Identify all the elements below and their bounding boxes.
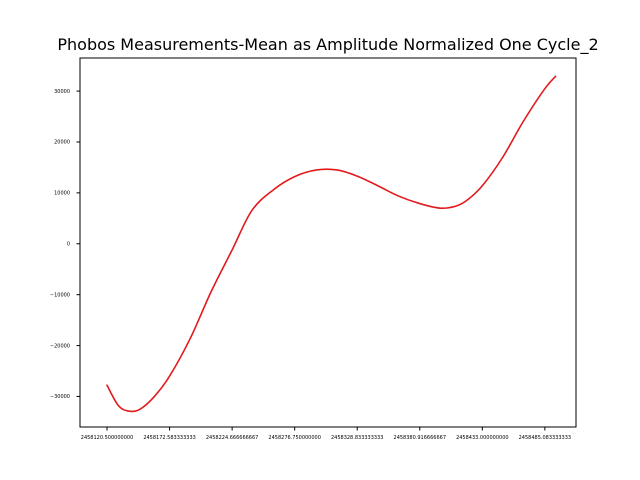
x-tick-label: 2458328.833333333 (331, 435, 384, 441)
x-tick-label: 2458120.500000000 (81, 435, 134, 441)
x-tick-label: 2458485.083333333 (519, 435, 572, 441)
y-tick-label: 0 (67, 241, 70, 247)
x-tick-label: 2458380.916666667 (394, 435, 447, 441)
x-tick-label: 2458172.583333333 (143, 435, 196, 441)
y-tick-label: 20000 (54, 140, 70, 146)
y-tick-label: −20000 (50, 343, 70, 349)
x-axis: 2458120.500000000 2458172.583333333 245822… (81, 427, 571, 441)
x-tick-label: 2458276.750000000 (268, 435, 321, 441)
series-line (106, 75, 557, 413)
y-tick-label: 10000 (54, 191, 70, 197)
plot-area (79, 57, 577, 428)
y-tick-label: −30000 (50, 394, 70, 400)
x-tick-label: 2458224.666666667 (206, 435, 259, 441)
chart-title: Phobos Measurements-Mean as Amplitude No… (57, 35, 598, 55)
y-tick-label: 30000 (54, 89, 70, 95)
y-axis: 30000 20000 10000 0 −10000 −20000 −30000 (50, 89, 80, 400)
series-layer (106, 75, 557, 413)
y-tick-label: −10000 (50, 292, 70, 298)
x-tick-label: 2458433.000000000 (456, 435, 509, 441)
